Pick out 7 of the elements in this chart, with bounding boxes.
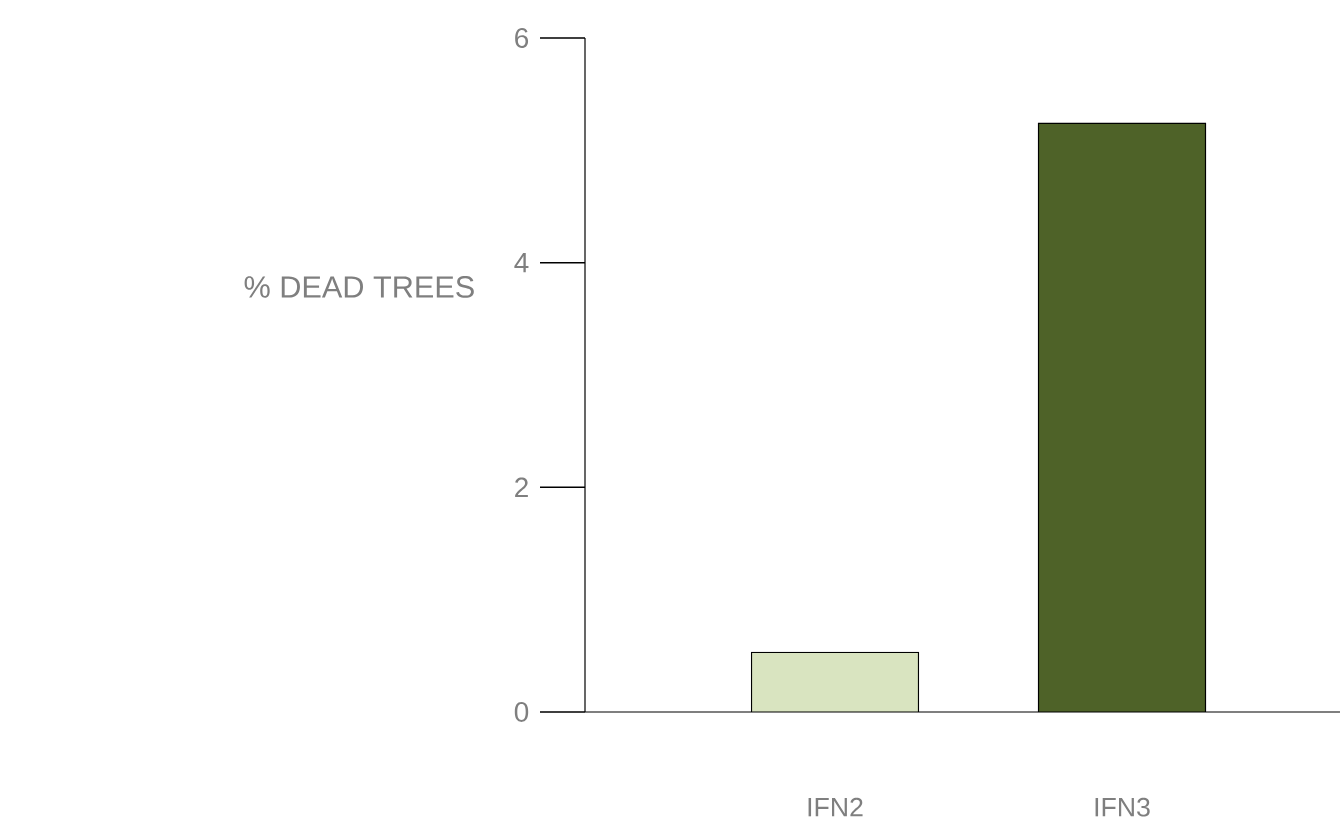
y-tick-label: 4 [514,253,529,273]
x-tick-label: IFN3 [1095,797,1150,817]
y-tick-label: 0 [514,702,529,722]
x-tick-label: IFN2 [808,797,863,817]
y-tick-label: 2 [515,477,528,498]
y-tick-label: 6 [515,28,529,48]
y-axis-title: % DEAD TREES [244,276,474,298]
